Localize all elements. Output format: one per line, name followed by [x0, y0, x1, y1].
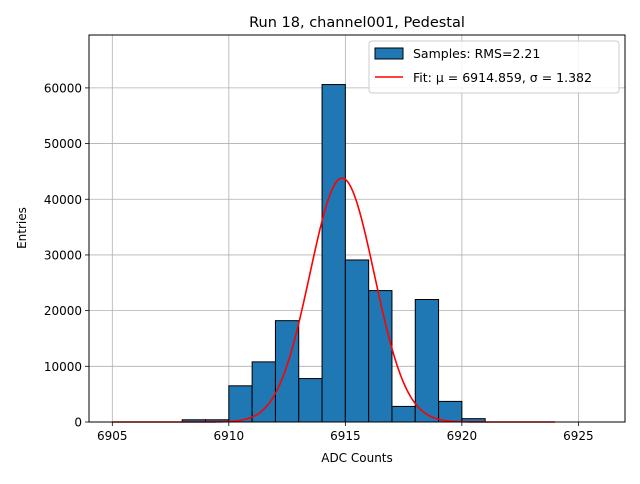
x-axis-ticks: 6905 6910 6915 6920 6925	[97, 422, 594, 443]
x-tick-label: 6915	[330, 429, 361, 443]
histogram-bar	[228, 385, 253, 423]
y-axis-label: Entries	[15, 207, 29, 249]
y-tick-label: 60000	[44, 81, 82, 95]
legend: Samples: RMS=2.21 Fit: μ = 6914.859, σ =…	[368, 40, 620, 94]
plot-frame	[88, 34, 626, 423]
histogram-bar	[438, 400, 463, 423]
y-tick-label: 40000	[44, 193, 82, 207]
x-tick-label: 6920	[447, 429, 478, 443]
x-tick-label: 6925	[563, 429, 594, 443]
histogram-bar	[344, 259, 370, 423]
x-tick-label: 6910	[214, 429, 245, 443]
y-tick-label: 50000	[44, 137, 82, 151]
y-tick-label: 20000	[44, 304, 82, 318]
histogram-bars	[181, 84, 486, 423]
histogram-bar	[251, 361, 276, 423]
legend-samples-swatch	[374, 47, 404, 60]
histogram-bar	[298, 378, 323, 423]
histogram-bar	[414, 298, 440, 423]
y-axis-ticks: 0 10000 20000 30000 40000 50000 60000	[44, 81, 89, 430]
legend-box	[368, 40, 620, 94]
histogram-bar	[321, 84, 346, 423]
y-tick-label: 30000	[44, 248, 82, 262]
histogram-bar	[368, 290, 393, 423]
histogram-bar	[391, 405, 416, 423]
y-tick-label: 10000	[44, 360, 82, 374]
x-tick-label: 6905	[97, 429, 128, 443]
legend-fit-label: Fit: μ = 6914.859, σ = 1.382	[413, 70, 592, 85]
chart-title: Run 18, channel001, Pedestal	[249, 15, 465, 31]
y-tick-label: 0	[74, 416, 82, 430]
x-axis-label: ADC Counts	[321, 451, 393, 465]
legend-samples-label: Samples: RMS=2.21	[413, 46, 540, 61]
